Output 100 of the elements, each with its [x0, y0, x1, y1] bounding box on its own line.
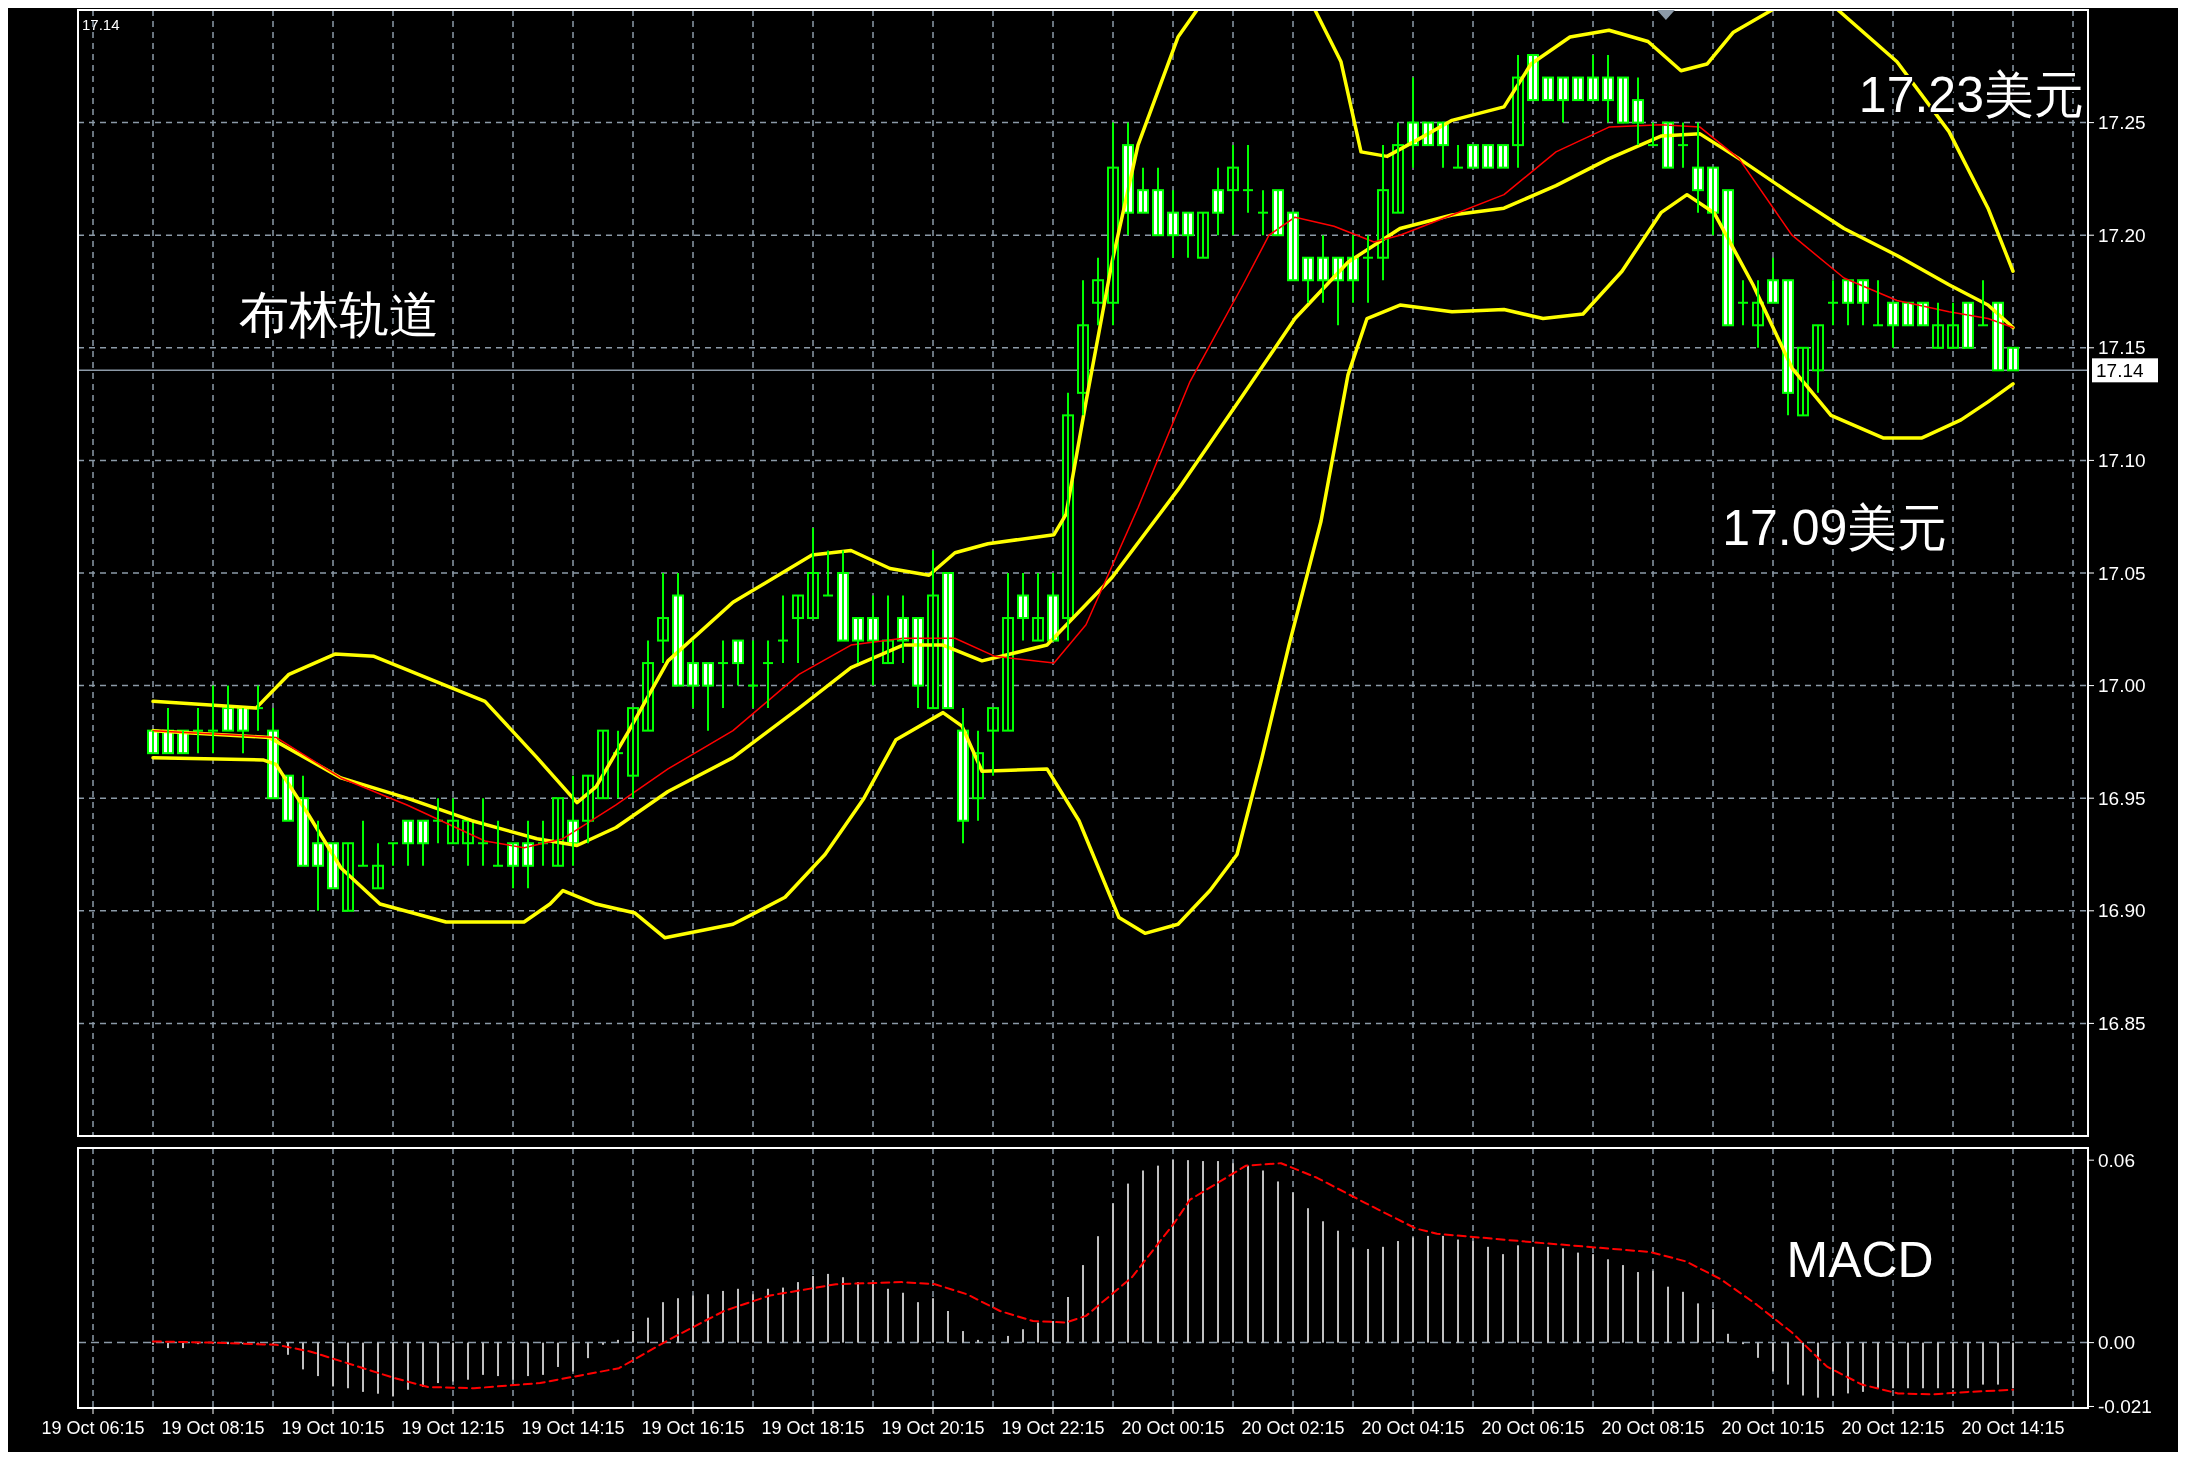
bar — [497, 1342, 499, 1377]
bar — [2012, 1342, 2014, 1389]
bar — [1862, 1342, 1864, 1392]
y-tick-label: 16.85 — [2098, 1013, 2146, 1035]
bar — [902, 1292, 904, 1343]
bar — [1097, 1236, 1099, 1343]
bar — [1547, 1246, 1549, 1343]
candlestick — [1722, 189, 1734, 327]
bar — [1277, 1181, 1279, 1343]
annotation: MACD — [1786, 1232, 1934, 1289]
bar — [1802, 1342, 1804, 1396]
y-tick-label: 16.95 — [2098, 787, 2146, 809]
bar — [437, 1342, 439, 1384]
bar — [752, 1294, 754, 1343]
candlestick — [2007, 346, 2019, 372]
y-tick-label: 16.90 — [2098, 900, 2146, 922]
bar — [1217, 1161, 1219, 1343]
candlestick — [1617, 76, 1629, 124]
bar — [1667, 1286, 1669, 1343]
x-tick-label: 19 Oct 14:15 — [521, 1418, 625, 1438]
x-tick-label: 19 Oct 16:15 — [641, 1418, 745, 1438]
bar — [1067, 1297, 1069, 1343]
bar — [1652, 1270, 1654, 1343]
bar — [527, 1342, 529, 1377]
bar — [737, 1288, 739, 1343]
bar — [932, 1298, 934, 1343]
bar — [1592, 1254, 1594, 1343]
candlestick — [1647, 121, 1659, 147]
candlestick — [342, 842, 354, 912]
y-tick-label: 17.00 — [2098, 675, 2146, 697]
bar — [1577, 1252, 1579, 1343]
y-tick-label: 17.15 — [2098, 337, 2146, 359]
bar — [317, 1342, 319, 1377]
bar — [1682, 1291, 1684, 1343]
candlestick — [1467, 144, 1479, 169]
y-tick-label: 0.06 — [2098, 1149, 2135, 1171]
candlestick — [1917, 301, 1929, 327]
bar — [662, 1302, 664, 1343]
bar — [1232, 1163, 1234, 1343]
x-tick-label: 19 Oct 18:15 — [761, 1418, 865, 1438]
y-tick-label: 0.00 — [2098, 1332, 2135, 1354]
bar — [572, 1342, 574, 1372]
bar — [1382, 1246, 1384, 1343]
bar — [1307, 1208, 1309, 1343]
x-tick-label: 20 Oct 12:15 — [1841, 1418, 1945, 1438]
bar — [1487, 1246, 1489, 1343]
annotation: 17.09美元 — [1722, 500, 1948, 557]
candlestick — [1797, 346, 1809, 417]
bar — [1892, 1342, 1894, 1389]
annotation: 布林轨道 — [238, 286, 439, 343]
candlestick — [282, 774, 294, 822]
bar — [1832, 1342, 1834, 1396]
bar — [722, 1290, 724, 1343]
bar — [917, 1302, 919, 1343]
x-tick-label: 20 Oct 02:15 — [1241, 1418, 1345, 1438]
y-tick-label: 17.20 — [2098, 224, 2146, 246]
bar — [1532, 1246, 1534, 1343]
x-tick-label: 20 Oct 08:15 — [1601, 1418, 1705, 1438]
x-tick-label: 20 Oct 10:15 — [1721, 1418, 1825, 1438]
bar — [1082, 1265, 1084, 1343]
bar — [617, 1339, 619, 1343]
bar — [347, 1342, 349, 1389]
bar — [362, 1342, 364, 1392]
candlestick — [822, 549, 834, 597]
bar — [1847, 1342, 1849, 1394]
bar — [542, 1342, 544, 1375]
bar — [512, 1342, 514, 1380]
bar — [1877, 1342, 1879, 1389]
bar — [962, 1331, 964, 1343]
bar — [152, 1342, 154, 1345]
candlestick — [1872, 279, 1884, 327]
bar — [1967, 1342, 1969, 1389]
bar — [632, 1331, 634, 1343]
candlestick — [1287, 211, 1299, 282]
bar — [1172, 1159, 1174, 1343]
x-tick-label: 20 Oct 14:15 — [1961, 1418, 2065, 1438]
bar — [677, 1298, 679, 1343]
candlestick — [1572, 76, 1584, 102]
candlestick — [147, 729, 159, 755]
bar — [857, 1282, 859, 1343]
bar — [1157, 1165, 1159, 1343]
bar — [1442, 1235, 1444, 1343]
bar — [842, 1277, 844, 1343]
bar — [1127, 1183, 1129, 1343]
x-tick-label: 19 Oct 20:15 — [881, 1418, 985, 1438]
x-tick-label: 20 Oct 06:15 — [1481, 1418, 1585, 1438]
candlestick — [1272, 189, 1284, 237]
bar — [647, 1317, 649, 1343]
bar — [1907, 1342, 1909, 1389]
candlestick — [1482, 144, 1494, 169]
bar — [1457, 1239, 1459, 1343]
y-tick-label: 17.25 — [2098, 112, 2146, 134]
candlestick — [387, 842, 399, 867]
bar — [587, 1342, 589, 1359]
candlestick — [1977, 279, 1989, 327]
bar — [767, 1288, 769, 1343]
bar — [1412, 1237, 1414, 1343]
bar — [1937, 1342, 1939, 1389]
x-tick-label: 19 Oct 06:15 — [41, 1418, 145, 1438]
bar — [392, 1342, 394, 1397]
